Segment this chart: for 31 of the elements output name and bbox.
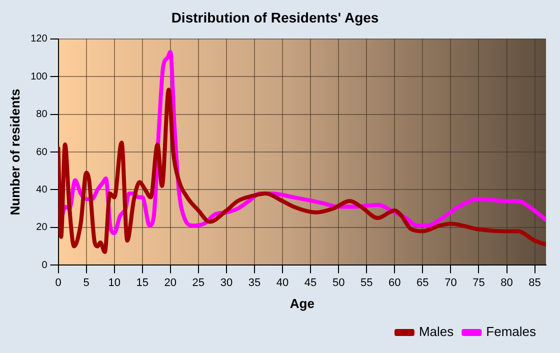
chart-title: Distribution of Residents' Ages (171, 9, 379, 26)
y-tick-label: 100 (30, 71, 48, 82)
line-series (58, 88, 546, 254)
x-tick-label: 40 (276, 276, 289, 289)
x-tick-label: 85 (528, 276, 541, 289)
y-axis-title: Number of residents (7, 88, 22, 216)
x-tick-label: 70 (444, 276, 457, 289)
y-tick-label: 60 (36, 146, 48, 158)
x-tick-label: 15 (136, 276, 148, 289)
y-tick-label: 20 (36, 222, 48, 234)
x-tick-label: 30 (220, 276, 233, 289)
x-tick-label: 80 (500, 276, 513, 289)
y-tick-label: 120 (30, 34, 48, 45)
legend-label: Females (486, 324, 536, 340)
x-tick-label: 10 (108, 276, 120, 289)
x-tick-label: 25 (192, 276, 205, 289)
x-axis-title: Age (290, 296, 314, 311)
x-tick-label: 5 (83, 276, 90, 289)
y-tick-label: 40 (36, 184, 48, 196)
x-tick-label: 45 (304, 276, 317, 289)
y-tick-label: 0 (42, 260, 48, 271)
x-tick-label: 65 (416, 276, 429, 289)
x-tick-label: 60 (388, 276, 401, 289)
x-tick-label: 50 (332, 276, 345, 289)
x-tick-label: 35 (248, 276, 261, 289)
x-tick-label: 20 (164, 276, 177, 289)
x-tick-label: 55 (360, 276, 373, 289)
x-tick-label: 75 (472, 276, 485, 289)
legend-label: Males (418, 324, 454, 340)
y-tick-label: 80 (36, 109, 48, 120)
x-tick-label: 0 (55, 276, 62, 289)
